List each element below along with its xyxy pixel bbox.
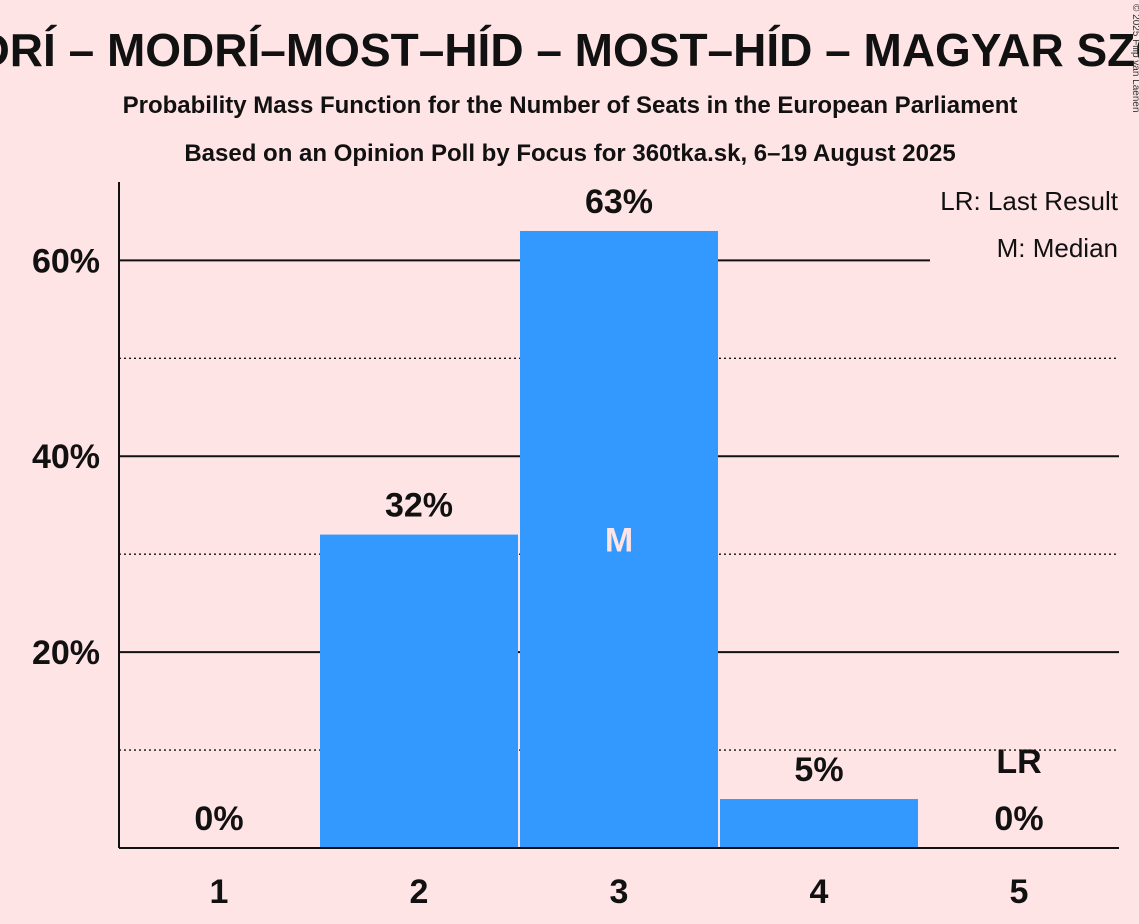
x-tick-label-2: 2 [410, 873, 429, 911]
bar-value-label-4: 5% [794, 751, 843, 789]
y-tick-label: 60% [32, 242, 100, 280]
bar-value-label-3: 63% [585, 183, 653, 221]
bar-value-label-2: 32% [385, 487, 453, 525]
chart-subtitle-2: Based on an Opinion Poll by Focus for 36… [184, 140, 955, 167]
bar-4 [720, 799, 918, 848]
chart-title: MS – MODRÍ – MODRÍ–MOST–HÍD – MOST–HÍD –… [0, 24, 1139, 76]
x-tick-label-5: 5 [1010, 873, 1029, 911]
bar-3 [520, 230, 718, 848]
x-tick-label-3: 3 [610, 873, 629, 911]
labels: 0% 32% 63% M 5% 0% LR [194, 183, 1043, 838]
bar-2 [320, 534, 518, 848]
legend-median: M: Median [997, 233, 1118, 263]
bars [320, 230, 918, 848]
y-ticks: 20% 40% 60% [32, 242, 100, 672]
bar-value-label-1: 0% [194, 800, 243, 838]
legend-background [930, 182, 1119, 268]
bar-value-label-5: 0% [994, 800, 1043, 838]
y-tick-label: 20% [32, 634, 100, 672]
legend-last-result: LR: Last Result [940, 186, 1119, 216]
x-tick-label-4: 4 [810, 873, 829, 911]
copyright-text: © 2025 Filip van Laenen [1130, 4, 1139, 113]
y-tick-label: 40% [32, 438, 100, 476]
last-result-marker: LR [996, 743, 1041, 781]
x-tick-label-1: 1 [210, 873, 229, 911]
x-ticks: 1 2 3 4 5 [210, 873, 1029, 911]
chart-subtitle-1: Probability Mass Function for the Number… [123, 92, 1018, 119]
median-marker: M [605, 521, 633, 559]
